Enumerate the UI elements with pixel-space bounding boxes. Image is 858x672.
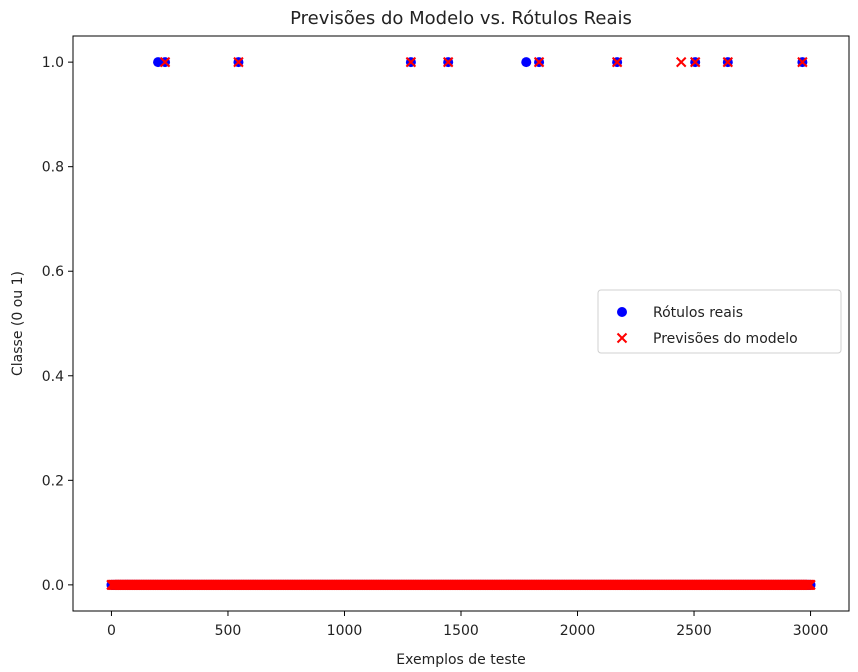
prediction-point (611, 56, 623, 68)
legend-real-label: Rótulos reais (653, 305, 743, 321)
legend-real-marker (617, 307, 627, 317)
real-label-point (521, 57, 532, 68)
y-tick-label: 0.4 (42, 369, 64, 385)
prediction-point (442, 56, 454, 68)
y-axis: 0.0 0.2 0.4 0.6 0.8 1.0 (42, 55, 73, 594)
prediction-point (805, 579, 816, 591)
y-tick-label: 0.2 (42, 473, 64, 489)
prediction-point (233, 56, 244, 68)
y-tick-label: 1.0 (42, 55, 64, 71)
legend-box (597, 289, 842, 354)
y-axis-label: Classe (0 ou 1) (10, 271, 26, 376)
legend-prediction-label: Previsões do modelo (653, 331, 798, 347)
prediction-point (676, 56, 687, 68)
legend: Rótulos reais Previsões do modelo (597, 289, 842, 354)
prediction-point (533, 56, 545, 68)
x-axis: 0 500 1000 1500 2000 2500 3000 (107, 611, 828, 639)
real-label-point (153, 57, 164, 68)
prediction-point (405, 56, 417, 68)
x-tick-label: 1500 (443, 623, 479, 639)
x-axis-label: Exemplos de teste (396, 652, 526, 668)
y-tick-label: 0.6 (42, 264, 64, 280)
x-tick-label: 2500 (676, 623, 712, 639)
y-tick-label: 0.0 (42, 578, 64, 594)
x-tick-label: 3000 (793, 623, 829, 639)
x-tick-label: 0 (107, 623, 116, 639)
prediction-point (159, 56, 171, 68)
prediction-point (722, 56, 734, 68)
plot-area (72, 35, 850, 612)
x-tick-label: 1000 (327, 623, 363, 639)
prediction-point (689, 56, 701, 68)
legend-prediction-marker (616, 332, 628, 344)
x-tick-label: 500 (215, 623, 242, 639)
x-tick-label: 2000 (560, 623, 596, 639)
y-tick-label: 0.8 (42, 160, 64, 176)
prediction-point (797, 56, 808, 68)
chart-title: Previsões do Modelo vs. Rótulos Reais (290, 8, 632, 29)
